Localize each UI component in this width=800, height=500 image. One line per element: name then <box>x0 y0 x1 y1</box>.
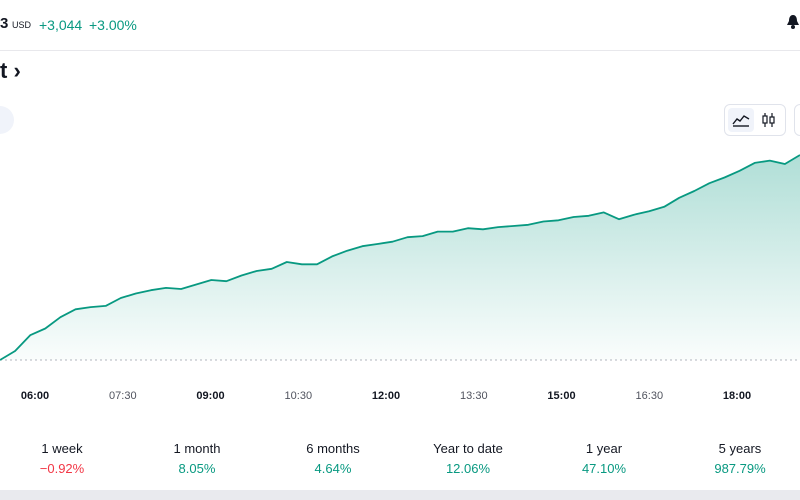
candles-icon <box>762 113 775 127</box>
x-tick-label: 16:30 <box>635 390 664 402</box>
performance-value: 987.79% <box>714 461 766 476</box>
x-tick-label: 18:00 <box>722 390 752 402</box>
performance-value: 47.10% <box>581 461 627 476</box>
x-tick-label: 12:00 <box>371 390 401 402</box>
performance-label: 1 week <box>41 441 83 456</box>
price-chart[interactable] <box>0 140 800 370</box>
performance-value: −0.92% <box>39 461 85 476</box>
performance-value: 12.06% <box>445 461 491 476</box>
price-change-percent: +3.00% <box>89 17 137 33</box>
performance-item[interactable]: Year to date 12.06% <box>433 441 503 476</box>
performance-item[interactable]: 5 years 987.79% <box>714 441 765 476</box>
section-title: t <box>0 58 8 83</box>
performance-item[interactable]: 1 week −0.92% <box>40 441 84 476</box>
section-title-link[interactable]: t › <box>0 58 21 84</box>
price-area <box>0 155 800 360</box>
currency-label: USD <box>12 20 32 30</box>
period-button[interactable] <box>0 106 14 134</box>
candles-button[interactable] <box>756 108 782 132</box>
area-chart-button[interactable] <box>728 108 754 132</box>
performance-value: 8.05% <box>178 461 216 476</box>
performance-label: 1 month <box>173 441 221 456</box>
chevron-right-icon: › <box>13 58 21 83</box>
x-tick-label: 13:30 <box>460 390 488 402</box>
performance-item[interactable]: 6 months 4.64% <box>306 441 359 476</box>
performance-value: 4.64% <box>314 461 352 476</box>
price-value: 3 <box>0 15 9 32</box>
price-line <box>0 154 800 361</box>
price-header: 3 USD +3,044 +3.00% <box>0 0 800 51</box>
bottom-bar <box>0 490 800 500</box>
performance-label: 6 months <box>306 441 360 456</box>
x-tick-label: 06:00 <box>20 390 50 402</box>
chart-type-toggle <box>724 104 786 136</box>
performance-label: Year to date <box>433 441 503 456</box>
performance-item[interactable]: 1 year 47.10% <box>582 441 626 476</box>
x-tick-label: 09:00 <box>196 390 225 402</box>
settings-button[interactable] <box>794 104 800 136</box>
alert-icon[interactable] <box>786 14 800 30</box>
performance-item[interactable]: 1 month 8.05% <box>174 441 221 476</box>
price-change: +3,044 <box>39 17 83 33</box>
x-tick-label: 10:30 <box>284 390 313 402</box>
x-tick-label: 15:00 <box>547 390 576 402</box>
x-tick-label: 07:30 <box>109 390 137 402</box>
performance-label: 1 year <box>585 441 623 456</box>
area-chart-icon <box>732 115 750 127</box>
performance-label: 5 years <box>718 441 762 456</box>
